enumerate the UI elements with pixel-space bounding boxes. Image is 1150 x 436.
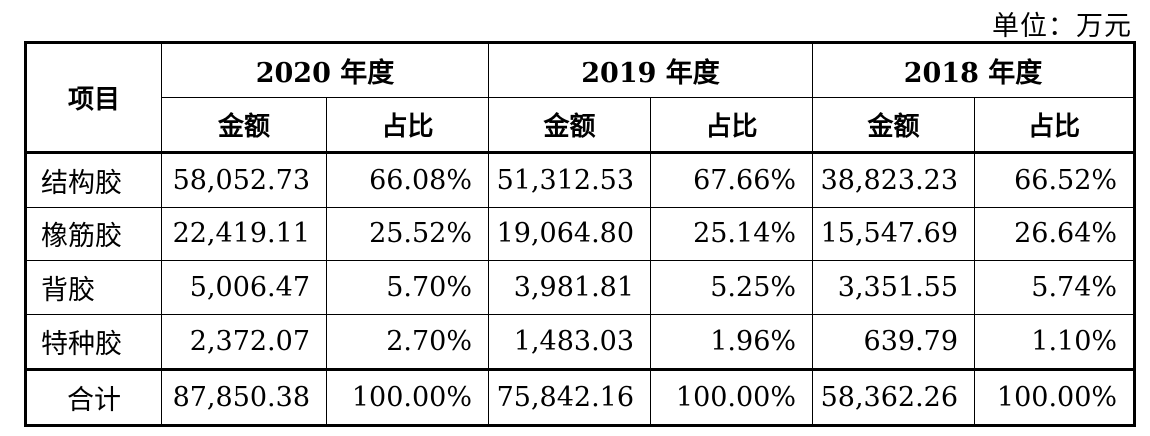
revenue-table: 项目 2020 年度 2019 年度 2018 年度 金额 占比 金额 占比 金… <box>24 41 1137 427</box>
header-amount: 金额 <box>812 96 976 154</box>
total-amount: 58,362.26 <box>812 368 976 427</box>
cell-share: 66.52% <box>974 151 1137 208</box>
cell-share: 5.25% <box>650 260 814 316</box>
cell-share: 25.52% <box>325 206 490 262</box>
table-row: 橡筋胶 22,419.11 25.52% 19,064.80 25.14% 15… <box>24 206 1137 262</box>
header-amount: 金额 <box>161 96 327 154</box>
header-share: 占比 <box>974 96 1137 154</box>
header-item: 项目 <box>24 41 162 154</box>
header-year-2018: 2018 年度 <box>812 41 1137 98</box>
total-amount: 87,850.38 <box>161 368 327 427</box>
header-share: 占比 <box>325 96 490 154</box>
table-row: 结构胶 58,052.73 66.08% 51,312.53 67.66% 38… <box>24 151 1137 208</box>
cell-amount: 3,981.81 <box>488 260 652 316</box>
total-share: 100.00% <box>650 368 814 427</box>
cell-share: 1.10% <box>974 314 1137 371</box>
cell-amount: 38,823.23 <box>812 151 976 208</box>
row-label: 橡筋胶 <box>24 206 162 262</box>
cell-share: 5.74% <box>974 260 1137 316</box>
header-row-years: 项目 2020 年度 2019 年度 2018 年度 <box>24 41 1137 154</box>
total-row: 合计 87,850.38 100.00% 75,842.16 100.00% 5… <box>24 368 1137 427</box>
cell-amount: 5,006.47 <box>161 260 327 316</box>
row-label: 特种胶 <box>24 314 162 371</box>
cell-amount: 15,547.69 <box>812 206 976 262</box>
cell-amount: 3,351.55 <box>812 260 976 316</box>
cell-share: 1.96% <box>650 314 814 371</box>
header-year-2020: 2020 年度 <box>160 41 490 98</box>
cell-share: 66.08% <box>325 151 490 208</box>
table-row: 背胶 5,006.47 5.70% 3,981.81 5.25% 3,351.5… <box>24 260 1137 316</box>
cell-share: 26.64% <box>974 206 1137 262</box>
cell-amount: 22,419.11 <box>161 206 327 262</box>
total-share: 100.00% <box>325 368 490 427</box>
cell-amount: 58,052.73 <box>161 151 327 208</box>
header-amount: 金额 <box>488 96 652 154</box>
cell-share: 67.66% <box>650 151 814 208</box>
cell-amount: 639.79 <box>812 314 976 371</box>
total-amount: 75,842.16 <box>488 368 652 427</box>
table-row: 特种胶 2,372.07 2.70% 1,483.03 1.96% 639.79… <box>24 314 1137 371</box>
total-label: 合计 <box>24 368 162 427</box>
cell-amount: 19,064.80 <box>488 206 652 262</box>
row-label: 背胶 <box>24 260 162 316</box>
cell-amount: 51,312.53 <box>488 151 652 208</box>
row-label: 结构胶 <box>24 151 162 208</box>
header-year-2019: 2019 年度 <box>488 41 814 98</box>
unit-label: 单位：万元 <box>992 11 1132 42</box>
cell-share: 25.14% <box>650 206 814 262</box>
cell-amount: 1,483.03 <box>488 314 652 371</box>
cell-share: 2.70% <box>325 314 490 371</box>
cell-share: 5.70% <box>325 260 490 316</box>
cell-amount: 2,372.07 <box>161 314 327 371</box>
header-row-fields: 金额 占比 金额 占比 金额 占比 <box>26 96 1137 154</box>
header-share: 占比 <box>650 96 814 154</box>
total-share: 100.00% <box>974 368 1137 427</box>
